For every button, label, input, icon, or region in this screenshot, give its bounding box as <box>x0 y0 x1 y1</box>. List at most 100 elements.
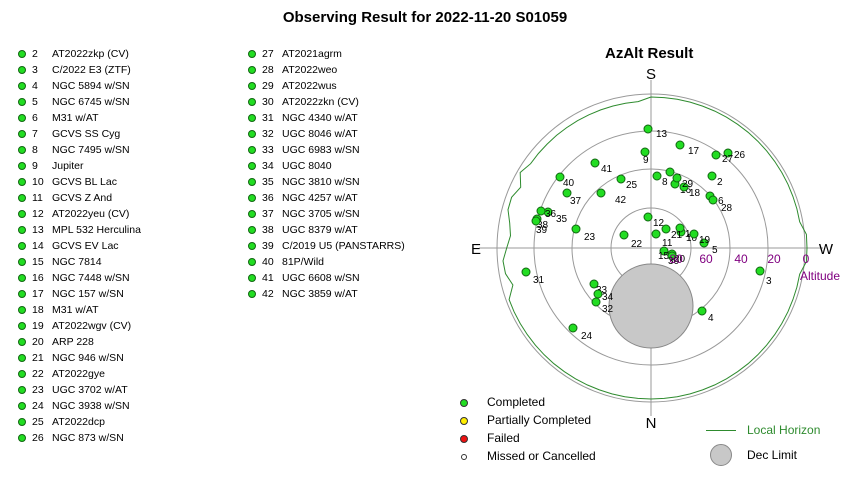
completed-dot-icon <box>248 210 256 218</box>
plot-title: AzAlt Result <box>605 45 694 62</box>
target-name: 81P/Wild <box>282 256 325 268</box>
target-point <box>723 148 733 158</box>
dec-limit-disc-icon <box>710 444 732 466</box>
target-number: 32 <box>262 128 274 140</box>
target-point <box>659 246 669 256</box>
target-point-label: 31 <box>533 275 545 286</box>
target-point-label: 13 <box>656 129 668 140</box>
target-number: 18 <box>32 304 44 316</box>
target-point-label: 26 <box>734 150 746 161</box>
target-point-label: 34 <box>602 292 614 303</box>
target-point-label: 2 <box>717 177 723 188</box>
target-number: 33 <box>262 144 274 156</box>
target-number: 42 <box>262 288 274 300</box>
target-point <box>555 172 565 182</box>
target-point-label: 23 <box>584 232 596 243</box>
horizon-line-icon <box>706 430 736 431</box>
target-point <box>661 224 671 234</box>
target-number: 20 <box>32 336 44 348</box>
target-point-label: 36 <box>545 209 557 220</box>
completed-dot-icon <box>248 98 256 106</box>
target-point-label: 6 <box>718 196 724 207</box>
completed-dot-icon <box>18 82 26 90</box>
target-point-label: 22 <box>631 239 643 250</box>
completed-dot-icon <box>18 258 26 266</box>
completed-dot-icon <box>18 50 26 58</box>
altitude-ticks: 0 20 40 60 80 <box>669 252 809 266</box>
target-point <box>531 216 541 226</box>
target-number: 26 <box>32 432 44 444</box>
target-point-label: 20 <box>674 254 686 265</box>
target-number: 37 <box>262 208 274 220</box>
target-name: AT2022yeu (CV) <box>52 208 130 220</box>
completed-dot-icon <box>248 66 256 74</box>
target-point-label: 33 <box>596 285 608 296</box>
partial-dot-icon <box>460 417 468 425</box>
completed-dot-icon <box>18 146 26 154</box>
target-name: M31 w/AT <box>52 304 99 316</box>
target-point <box>679 182 689 192</box>
target-number: 13 <box>32 224 44 236</box>
completed-dot-icon <box>18 66 26 74</box>
completed-dot-icon <box>18 306 26 314</box>
target-point <box>652 171 662 181</box>
target-name: UGC 6608 w/SN <box>282 272 360 284</box>
target-name: AT2021agrm <box>282 48 342 60</box>
target-name: NGC 7495 w/SN <box>52 144 130 156</box>
target-number: 17 <box>32 288 44 300</box>
target-name: NGC 5894 w/SN <box>52 80 130 92</box>
target-name: Jupiter <box>52 160 84 172</box>
completed-dot-icon <box>18 370 26 378</box>
target-point <box>589 279 599 289</box>
legend-completed-label: Completed <box>487 395 546 409</box>
legend-partial-label: Partially Completed <box>487 413 592 427</box>
target-name: NGC 4340 w/AT <box>282 112 358 124</box>
target-number: 40 <box>262 256 274 268</box>
completed-dot-icon <box>18 290 26 298</box>
target-point-label: 40 <box>563 178 575 189</box>
legend-missed-label: Missed or Cancelled <box>487 449 596 463</box>
altitude-tick-label: 0 <box>803 252 810 266</box>
page-title: Observing Result for 2022-11-20 S01059 <box>282 9 568 26</box>
legend-failed-label: Failed <box>487 431 520 445</box>
completed-dot-icon <box>248 146 256 154</box>
direction-east: E <box>471 241 481 258</box>
target-point <box>675 223 685 233</box>
target-point-label: 29 <box>682 179 694 190</box>
target-point-label: 42 <box>615 195 627 206</box>
target-name: UGC 3702 w/AT <box>52 384 128 396</box>
target-name: GCVS SS Cyg <box>52 128 121 140</box>
target-number: 34 <box>262 160 274 172</box>
completed-dot-icon <box>248 50 256 58</box>
target-point <box>640 147 650 157</box>
target-number: 9 <box>32 160 38 172</box>
target-point <box>568 323 578 333</box>
legend-horizon-label: Local Horizon <box>747 423 821 437</box>
target-point-label: 17 <box>688 146 700 157</box>
target-point <box>616 174 626 184</box>
target-number: 22 <box>32 368 44 380</box>
target-point-label: 12 <box>653 218 665 229</box>
target-name: GCVS BL Lac <box>52 176 117 188</box>
completed-dot-icon <box>18 274 26 282</box>
target-number: 29 <box>262 80 274 92</box>
target-number: 35 <box>262 176 274 188</box>
completed-dot-icon <box>18 98 26 106</box>
altitude-tick-label: 80 <box>669 252 683 266</box>
completed-dot-icon <box>248 130 256 138</box>
altitude-axis-label: Altitude <box>800 269 840 283</box>
target-number: 2 <box>32 48 38 60</box>
target-point-label: 21 <box>671 230 683 241</box>
target-name: AT2022weo <box>282 64 338 76</box>
target-number: 41 <box>262 272 274 284</box>
target-point-label: 18 <box>689 188 701 199</box>
target-number: 25 <box>32 416 44 428</box>
target-point <box>707 171 717 181</box>
target-name: UGC 8040 <box>282 160 332 172</box>
target-point-label: 3 <box>766 276 772 287</box>
target-point-label: 5 <box>712 245 718 256</box>
target-number: 31 <box>262 112 274 124</box>
completed-dot-icon <box>248 194 256 202</box>
target-point-label: 39 <box>536 225 548 236</box>
